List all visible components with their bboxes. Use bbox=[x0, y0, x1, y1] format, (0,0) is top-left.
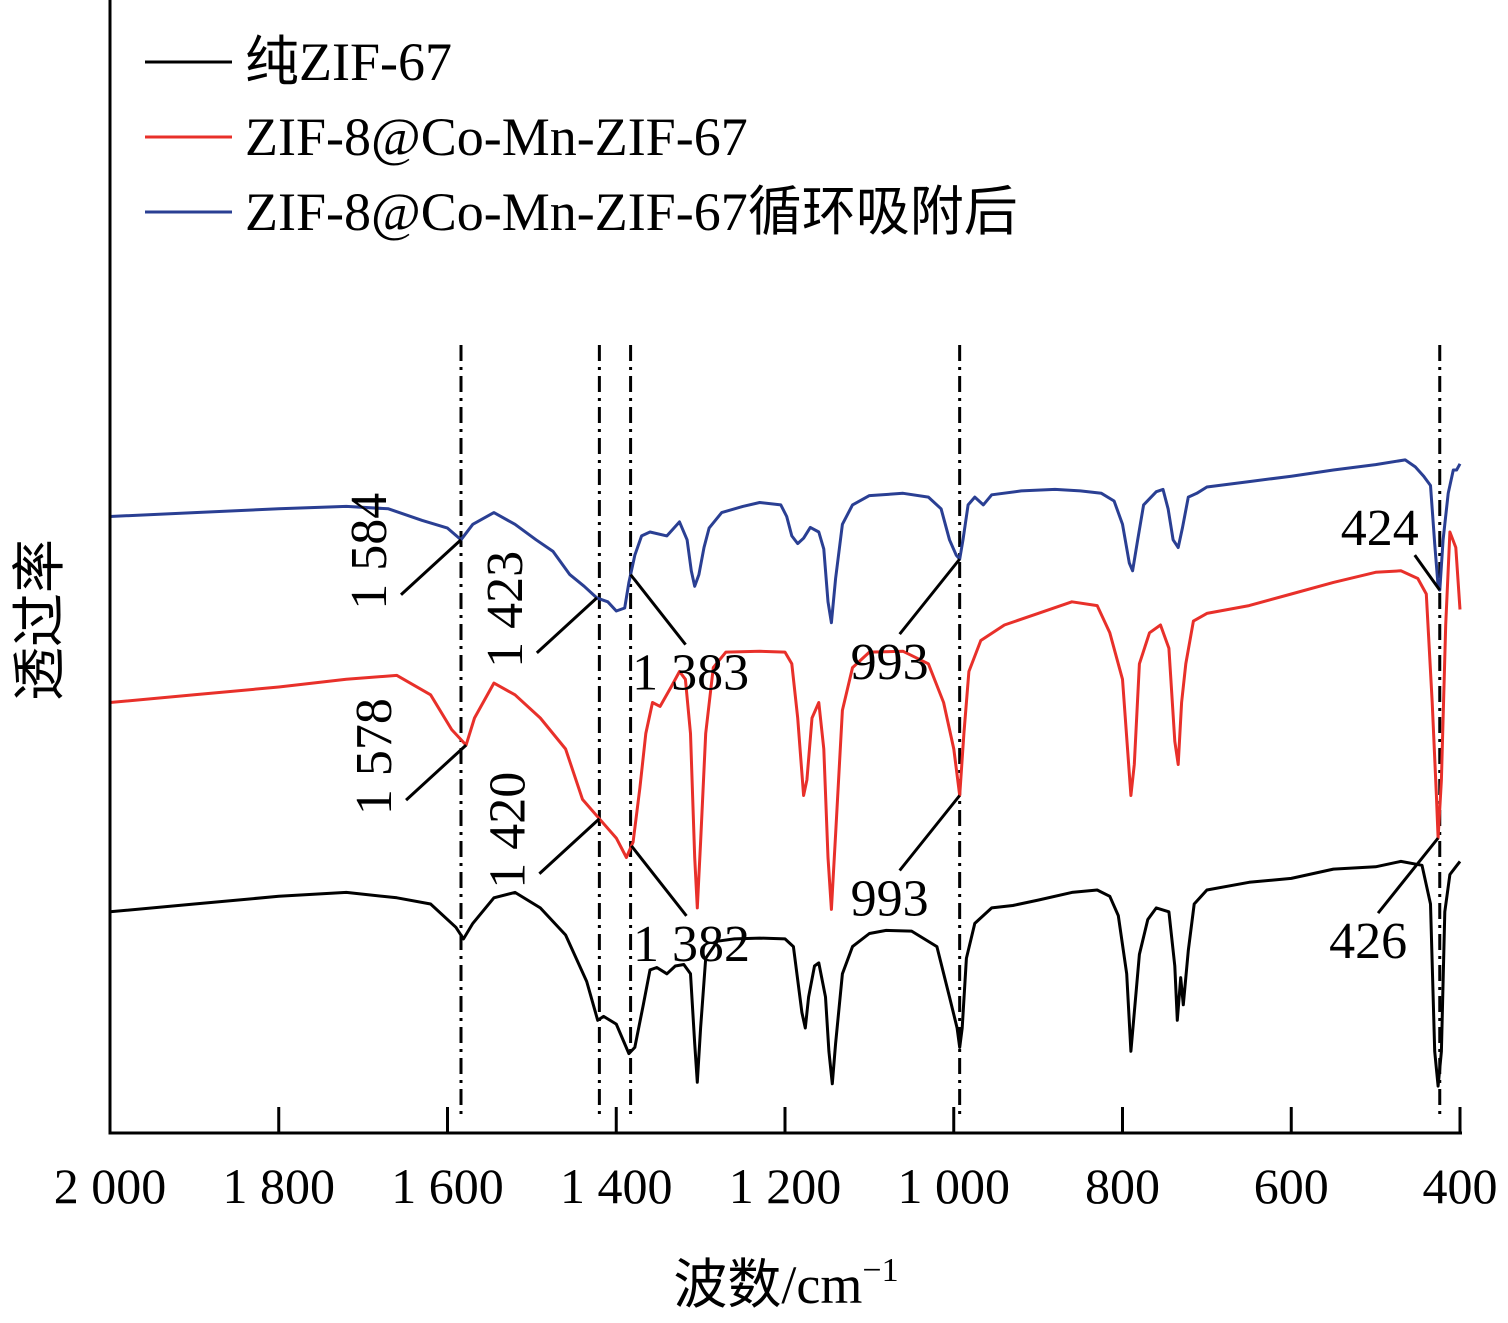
annotation-label: 1 382 bbox=[633, 916, 750, 973]
annotation-label: 1 578 bbox=[346, 698, 403, 815]
x-tick-label: 400 bbox=[1423, 1158, 1498, 1214]
x-tick-label: 1 000 bbox=[898, 1158, 1011, 1214]
annotation-leader bbox=[535, 596, 598, 654]
annotation-leader bbox=[405, 744, 468, 802]
annotation-leader bbox=[898, 794, 961, 872]
x-tick-label: 1 800 bbox=[223, 1158, 336, 1214]
x-tick-label: 600 bbox=[1254, 1158, 1329, 1214]
annotation-label: 993 bbox=[851, 871, 929, 928]
annotation-leader bbox=[1413, 554, 1441, 591]
legend-label: ZIF-8@Co-Mn-ZIF-67 bbox=[245, 107, 748, 167]
legend: 纯ZIF-67 ZIF-8@Co-Mn-ZIF-67 ZIF-8@Co-Mn-ZIF… bbox=[145, 32, 1018, 242]
series-lines bbox=[109, 458, 1462, 1088]
y-axis-label: 透过率 bbox=[10, 539, 70, 701]
annotation-label: 1 383 bbox=[632, 645, 749, 702]
annotation-label: 424 bbox=[1341, 500, 1419, 557]
series-line-0 bbox=[109, 859, 1462, 1088]
series-line-2 bbox=[109, 458, 1462, 625]
legend-label: 纯ZIF-67 bbox=[245, 32, 452, 92]
peak-annotations: 1 584 1 423 1 383 993 424 1 578 1 420 1 382 993 4… bbox=[341, 493, 1441, 973]
x-axis-label-text: 波数/cm bbox=[673, 1255, 862, 1315]
x-tick-label: 1 600 bbox=[391, 1158, 504, 1214]
x-axis-label: 波数/cm−1 bbox=[673, 1252, 898, 1315]
reference-lines bbox=[459, 345, 1442, 1120]
x-tick-label: 1 200 bbox=[729, 1158, 842, 1214]
annotation-label: 1 423 bbox=[477, 551, 534, 668]
series-line-1 bbox=[109, 530, 1462, 911]
annotation-label: 1 584 bbox=[341, 493, 398, 610]
annotation-leader bbox=[898, 558, 961, 636]
x-ticks: 2 000 1 800 1 600 1 400 1 200 1 000 800 600 400 bbox=[54, 1107, 1498, 1214]
legend-label: ZIF-8@Co-Mn-ZIF-67循环吸附后 bbox=[245, 182, 1018, 242]
annotation-leader bbox=[538, 817, 601, 875]
annotation-leader bbox=[629, 573, 687, 646]
annotation-leader bbox=[399, 538, 463, 596]
x-tick-label: 1 400 bbox=[560, 1158, 673, 1214]
annotation-label: 993 bbox=[851, 634, 929, 691]
annotation-leader bbox=[1376, 837, 1440, 915]
x-axis-label-superscript: −1 bbox=[862, 1252, 898, 1289]
x-tick-label: 2 000 bbox=[54, 1158, 167, 1214]
annotation-label: 1 420 bbox=[479, 772, 536, 889]
annotation-label: 426 bbox=[1329, 913, 1407, 970]
annotation-leader bbox=[630, 844, 688, 917]
x-tick-label: 800 bbox=[1085, 1158, 1160, 1214]
axes bbox=[108, 0, 1462, 1135]
